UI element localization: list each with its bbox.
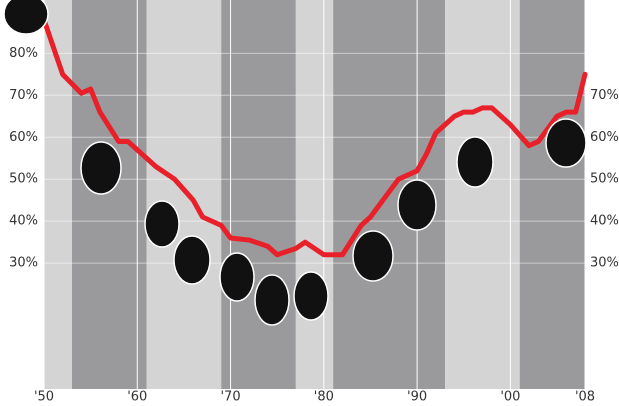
y-tick-label: 80% — [9, 46, 38, 61]
y2-tick-label: 50% — [590, 172, 619, 187]
portrait — [3, 0, 49, 35]
y2-tick-label: 70% — [590, 88, 619, 103]
y2-tick-label: 60% — [590, 130, 619, 145]
y2-tick-label: 40% — [590, 214, 619, 229]
portrait — [144, 200, 180, 248]
plot-area — [43, 0, 586, 389]
x-tick-label: '00 — [500, 390, 520, 405]
x-tick-label: '60 — [127, 390, 147, 405]
x-tick-label: '90 — [407, 390, 427, 405]
portrait — [173, 235, 211, 285]
portrait — [456, 136, 494, 188]
portrait — [254, 274, 290, 326]
x-tick-label: '08 — [575, 390, 595, 405]
x-tick-label: '80 — [314, 390, 334, 405]
portrait — [293, 271, 329, 321]
y2-tick-label: 30% — [590, 256, 619, 271]
portrait — [219, 252, 255, 302]
x-tick-label: '70 — [220, 390, 240, 405]
y-tick-label: 30% — [9, 256, 38, 271]
portrait — [545, 118, 587, 168]
term-band — [71, 0, 147, 389]
term-band — [221, 0, 296, 389]
term-band — [146, 0, 222, 389]
y-tick-label: 70% — [9, 88, 38, 103]
y-tick-label: 50% — [9, 172, 38, 187]
term-band — [519, 0, 585, 389]
x-tick-label: '50 — [34, 390, 54, 405]
portrait — [397, 179, 437, 231]
portrait — [80, 141, 122, 195]
y-tick-label: 40% — [9, 214, 38, 229]
y-tick-label: 60% — [9, 130, 38, 145]
term-band — [445, 0, 520, 389]
portraits — [3, 0, 587, 326]
term-band — [295, 0, 334, 389]
portrait — [352, 230, 394, 282]
line — [41, 17, 588, 258]
